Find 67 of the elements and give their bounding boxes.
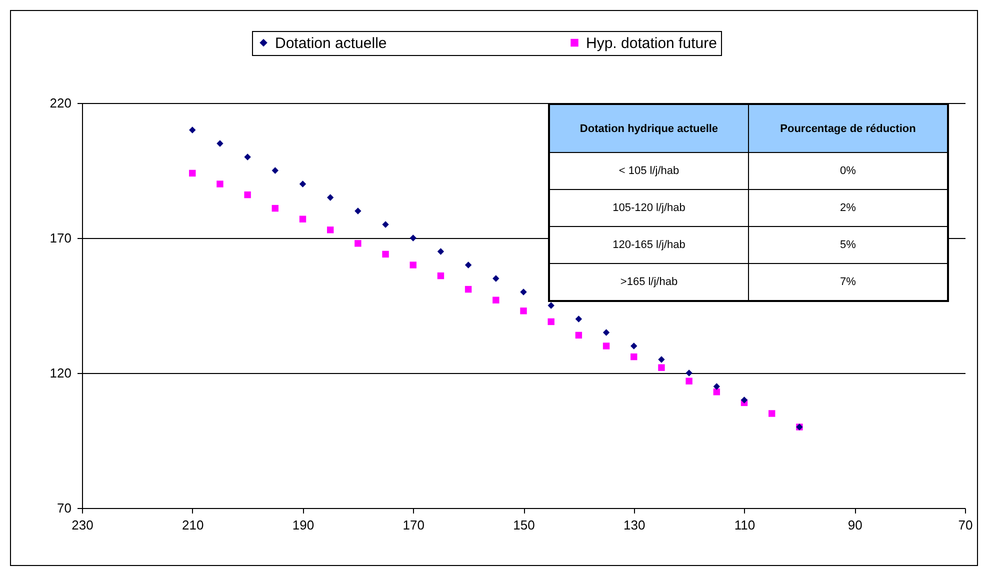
annotation: >165 l/j/hab — [549, 264, 748, 301]
x-tick-label: 130 — [624, 518, 646, 532]
point — [437, 272, 444, 280]
point — [548, 302, 554, 309]
y-tick-label: 70 — [57, 500, 72, 516]
x-tick-label: 90 — [848, 518, 862, 532]
point — [244, 191, 251, 198]
point — [630, 353, 638, 360]
point — [272, 204, 279, 212]
y-tick-label: 170 — [50, 230, 72, 246]
point — [630, 342, 638, 350]
annotation: 5% — [748, 226, 948, 264]
x-tick-label: 70 — [958, 518, 973, 532]
point — [216, 140, 224, 147]
point — [602, 342, 610, 350]
x-tick-label: 170 — [402, 518, 424, 532]
point — [658, 364, 665, 371]
point — [189, 126, 196, 134]
point — [382, 221, 389, 228]
x-tick-label: 230 — [72, 518, 94, 532]
annotation: 2% — [748, 190, 948, 226]
legend-label: Hyp. dotation future — [586, 34, 717, 52]
point — [299, 216, 306, 222]
point — [686, 378, 692, 384]
point — [768, 410, 776, 417]
y-tick-label: 220 — [50, 96, 72, 110]
legend-label: Dotation actuelle — [275, 34, 387, 52]
point — [658, 356, 665, 363]
point — [354, 208, 362, 214]
point — [713, 388, 720, 396]
point — [575, 316, 582, 322]
point — [244, 154, 251, 160]
point — [686, 370, 692, 376]
point — [299, 180, 306, 188]
point — [272, 167, 279, 174]
point — [713, 383, 720, 390]
point — [382, 250, 389, 258]
annotation: Pourcentage de réduction — [748, 104, 948, 152]
point — [548, 318, 554, 326]
annotation: 0% — [748, 152, 948, 190]
point — [326, 226, 334, 234]
point — [575, 332, 582, 339]
x-tick-label: 110 — [734, 518, 756, 532]
annotation: 105-120 l/j/hab — [549, 190, 748, 226]
point — [464, 262, 472, 268]
x-tick-label: 210 — [182, 518, 204, 532]
annotation: < 105 l/j/hab — [549, 152, 748, 190]
annotation: Dotation hydrique actuelle — [549, 104, 748, 152]
point — [326, 194, 334, 201]
annotation: 120-165 l/j/hab — [549, 226, 748, 264]
point — [740, 396, 748, 404]
point — [464, 286, 472, 293]
point — [189, 170, 196, 177]
x-tick-label: 190 — [292, 518, 314, 532]
x-tick-label: 150 — [513, 518, 535, 532]
point — [520, 288, 527, 296]
y-tick-label: 120 — [50, 366, 72, 380]
point — [216, 180, 224, 188]
point — [602, 329, 610, 336]
point — [410, 234, 416, 242]
point — [437, 248, 444, 255]
point — [354, 240, 362, 247]
point — [520, 308, 527, 314]
point — [492, 275, 500, 282]
point — [410, 262, 416, 268]
point — [492, 296, 500, 304]
annotation: 7% — [748, 264, 948, 301]
